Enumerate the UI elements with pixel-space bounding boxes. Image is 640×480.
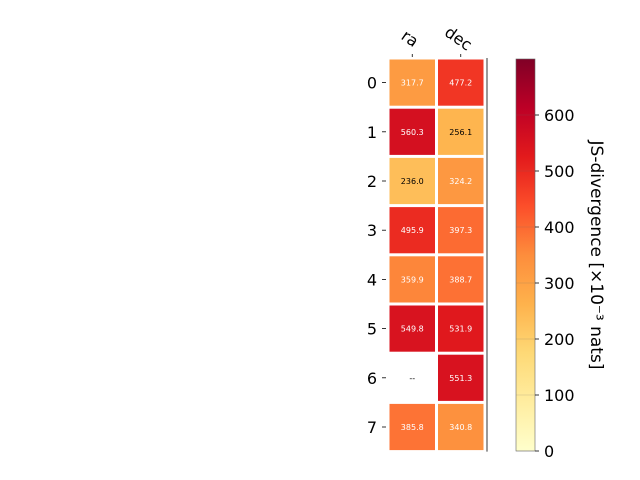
- cell-value-label: 324.2: [449, 177, 472, 186]
- row-tick-label: 7: [367, 418, 377, 437]
- colorbar-tick-label: 100: [544, 386, 575, 405]
- column-tick-label: dec: [441, 22, 475, 54]
- cell-value-label: 388.7: [449, 275, 472, 284]
- colorbar-label: JS-divergence [×10⁻³ nats]: [586, 140, 606, 370]
- heatmap-cell: [438, 305, 484, 352]
- colorbar-tick-label: 200: [544, 330, 575, 349]
- heatmap-cell: [438, 157, 484, 205]
- heatmap-cell: [389, 305, 435, 352]
- colorbar-tick-label: 400: [544, 218, 575, 237]
- heatmap-cell: [389, 403, 435, 451]
- cell-value-label: 317.7: [401, 79, 424, 88]
- cell-value-label: 531.9: [449, 325, 472, 334]
- heatmap-cell: [389, 59, 435, 106]
- row-tick-label: 5: [367, 320, 377, 339]
- row-tick-label: 2: [367, 172, 377, 191]
- heatmap-cell: [438, 108, 484, 155]
- colorbar: 0 100 200 300 400 500 600 JS-divergence [×10⁻³ …: [515, 58, 606, 461]
- colorbar-tick-label: 300: [544, 274, 575, 293]
- cell-value-label: 397.3: [449, 226, 472, 235]
- cell-value-label: 340.8: [449, 423, 472, 432]
- row-tick-label: 1: [367, 123, 377, 142]
- cell-value-label: 236.0: [401, 177, 424, 186]
- row-tick-label: 4: [367, 270, 377, 289]
- row-tick-label: 6: [367, 369, 377, 388]
- cell-value-label: 385.8: [401, 423, 424, 432]
- cell-value-label: 256.1: [449, 128, 472, 137]
- heatmap-cell-labels: 317.7 477.2 560.3 256.1 236.0 324.2 495.9 397.3…: [401, 79, 472, 432]
- colorbar-gradient: [515, 58, 536, 452]
- row-tick-label: 0: [367, 74, 377, 93]
- cell-value-label: 359.9: [401, 275, 424, 284]
- heatmap-cell: [438, 256, 484, 303]
- colorbar-tick-label: 500: [544, 162, 575, 181]
- heatmap-cell: [438, 207, 484, 254]
- cell-value-label: 477.2: [449, 79, 472, 88]
- column-tick-label: ra: [398, 26, 422, 51]
- cell-value-label: 495.9: [401, 226, 424, 235]
- heatmap-cell: [389, 108, 435, 155]
- heatmap-cell: [389, 207, 435, 254]
- cell-value-label: 560.3: [401, 128, 424, 137]
- colorbar-tick-label: 600: [544, 106, 575, 125]
- heatmap-cell: [438, 403, 484, 451]
- cell-value-label: 551.3: [449, 374, 472, 383]
- cell-value-label: --: [409, 374, 415, 383]
- heatmap-cells: [389, 59, 484, 451]
- cell-value-label: 549.8: [401, 325, 424, 334]
- row-tick-label: 3: [367, 221, 377, 240]
- heatmap-cell: [438, 59, 484, 106]
- heatmap-cell: [389, 256, 435, 303]
- heatmap-cell: [438, 354, 484, 401]
- heatmap-cell: [389, 157, 435, 205]
- colorbar-tick-label: 0: [544, 442, 554, 461]
